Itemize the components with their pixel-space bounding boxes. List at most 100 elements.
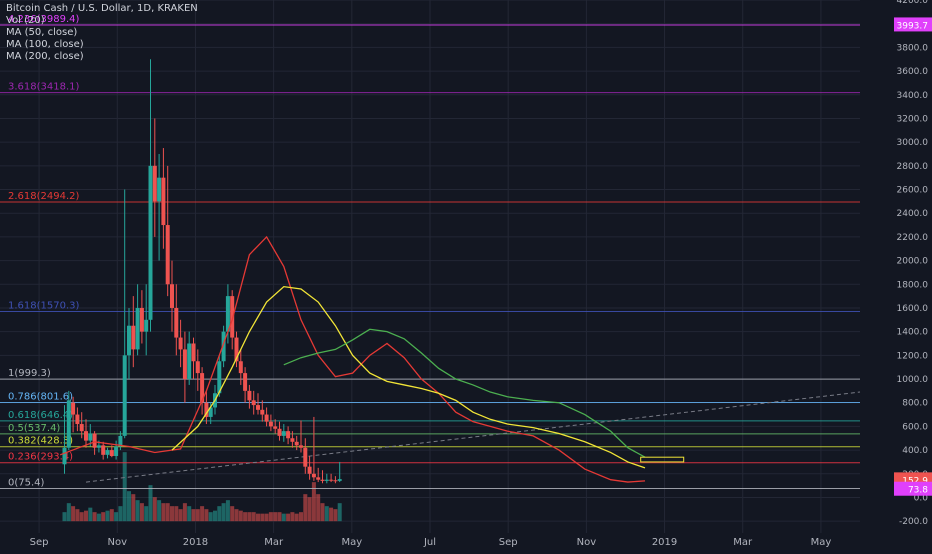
legend-vol: Vol (20) bbox=[6, 15, 45, 26]
volume-bar bbox=[320, 503, 325, 522]
candle-body bbox=[256, 405, 260, 410]
candle-body bbox=[135, 307, 140, 350]
x-tick-label: 2018 bbox=[183, 537, 208, 548]
volume-bar bbox=[307, 497, 312, 522]
series-ma-50-close bbox=[59, 235, 646, 483]
trendline bbox=[85, 391, 861, 483]
candle-body bbox=[127, 325, 131, 356]
volume-bar bbox=[131, 494, 136, 522]
fib-level-label: 0.618(646.4) bbox=[8, 410, 73, 421]
candle-body bbox=[320, 479, 325, 481]
candle-body bbox=[71, 402, 76, 415]
price-badge bbox=[894, 17, 932, 32]
price-badge bbox=[894, 481, 932, 496]
fib-level-label: 3.618(3418.1) bbox=[8, 82, 80, 93]
volume-bar bbox=[127, 491, 131, 522]
volume-bar bbox=[234, 509, 239, 522]
volume-bar bbox=[165, 503, 170, 522]
candle-body bbox=[324, 479, 329, 481]
candle-body bbox=[148, 165, 153, 320]
volume-bar bbox=[174, 506, 179, 522]
x-tick-label: 2019 bbox=[652, 537, 677, 548]
series-ma-200-close bbox=[283, 328, 646, 458]
y-tick-label: 800.0 bbox=[902, 399, 928, 409]
candle-body bbox=[329, 479, 334, 481]
volume-bar bbox=[277, 512, 282, 522]
candle-body bbox=[264, 414, 269, 422]
volume-bar bbox=[294, 513, 299, 522]
candle-body bbox=[217, 361, 222, 394]
y-tick-label: 3400.0 bbox=[897, 91, 929, 101]
y-tick-label: 2000.0 bbox=[897, 257, 929, 267]
fib-level-label: 0.786(801.6) bbox=[8, 392, 73, 403]
candle-body bbox=[230, 296, 235, 338]
candle-body bbox=[204, 402, 209, 417]
candle-body bbox=[316, 477, 321, 480]
y-tick-label: 3200.0 bbox=[897, 114, 929, 124]
x-tick-label: Nov bbox=[108, 537, 128, 548]
candle-body bbox=[273, 426, 278, 429]
volume-bar bbox=[62, 512, 67, 522]
fib-level-label: 1.618(1570.3) bbox=[8, 300, 80, 311]
volume-bar bbox=[88, 507, 93, 522]
y-tick-label: 2400.0 bbox=[897, 209, 929, 219]
candle-body bbox=[238, 361, 243, 374]
volume-bar bbox=[118, 506, 123, 522]
volume-bar bbox=[96, 513, 101, 522]
volume-bar bbox=[329, 507, 334, 522]
candle-body bbox=[225, 296, 230, 332]
volume-bar bbox=[316, 494, 321, 522]
candle-body bbox=[62, 447, 67, 465]
volume-bar bbox=[230, 506, 235, 522]
candle-body bbox=[333, 480, 338, 482]
series-ma-100-close bbox=[171, 285, 646, 469]
y-tick-label: 0.0 bbox=[914, 493, 929, 503]
fib-level-label: 2.618(2494.2) bbox=[8, 191, 80, 202]
volume-bar bbox=[273, 512, 278, 522]
y-tick-label: 3800.0 bbox=[897, 43, 929, 53]
candle-body bbox=[303, 447, 308, 467]
legend-title: Bitcoin Cash / U.S. Dollar, 1D, KRAKEN bbox=[6, 3, 198, 14]
fib-level-label: 0.5(537.4) bbox=[8, 423, 60, 434]
x-tick-label: Jul bbox=[423, 537, 436, 548]
legend-ma200: MA (200, close) bbox=[6, 51, 84, 62]
volume-bar bbox=[303, 494, 308, 522]
candle-body bbox=[161, 177, 166, 226]
volume-bar bbox=[290, 512, 295, 522]
volume-bar bbox=[139, 503, 144, 522]
fib-level-label: 0(75.4) bbox=[8, 478, 45, 489]
volume-bar bbox=[256, 513, 260, 522]
y-tick-label: 1600.0 bbox=[897, 304, 929, 314]
volume-bar bbox=[247, 512, 252, 522]
candle-body bbox=[195, 361, 200, 374]
volume-bar bbox=[286, 513, 291, 522]
candle-body bbox=[114, 446, 119, 457]
candle-body bbox=[294, 441, 299, 446]
volume-bar bbox=[333, 509, 338, 522]
volume-bar bbox=[109, 509, 114, 522]
volume-bar bbox=[238, 510, 243, 522]
volume-bar bbox=[114, 512, 119, 522]
candle-body bbox=[75, 414, 80, 425]
highlight-box bbox=[640, 456, 685, 463]
volume-bar bbox=[251, 512, 256, 522]
x-tick-label: Mar bbox=[264, 537, 284, 548]
fib-level-label: 0.382(428.3) bbox=[8, 436, 73, 447]
y-tick-label: 2200.0 bbox=[897, 233, 929, 243]
volume-bar bbox=[191, 509, 196, 522]
volume-bar bbox=[75, 509, 80, 522]
y-tick-label: 400.0 bbox=[902, 446, 928, 456]
candle-body bbox=[243, 373, 248, 391]
x-tick-label: Sep bbox=[30, 537, 49, 548]
volume-bar bbox=[122, 452, 127, 522]
candle-body bbox=[221, 331, 226, 362]
candle-body bbox=[144, 319, 149, 332]
candle-body bbox=[92, 433, 97, 448]
x-tick-label: May bbox=[341, 537, 362, 548]
volume-bar bbox=[148, 485, 153, 522]
candle-body bbox=[200, 373, 205, 403]
candle-body bbox=[337, 479, 342, 481]
